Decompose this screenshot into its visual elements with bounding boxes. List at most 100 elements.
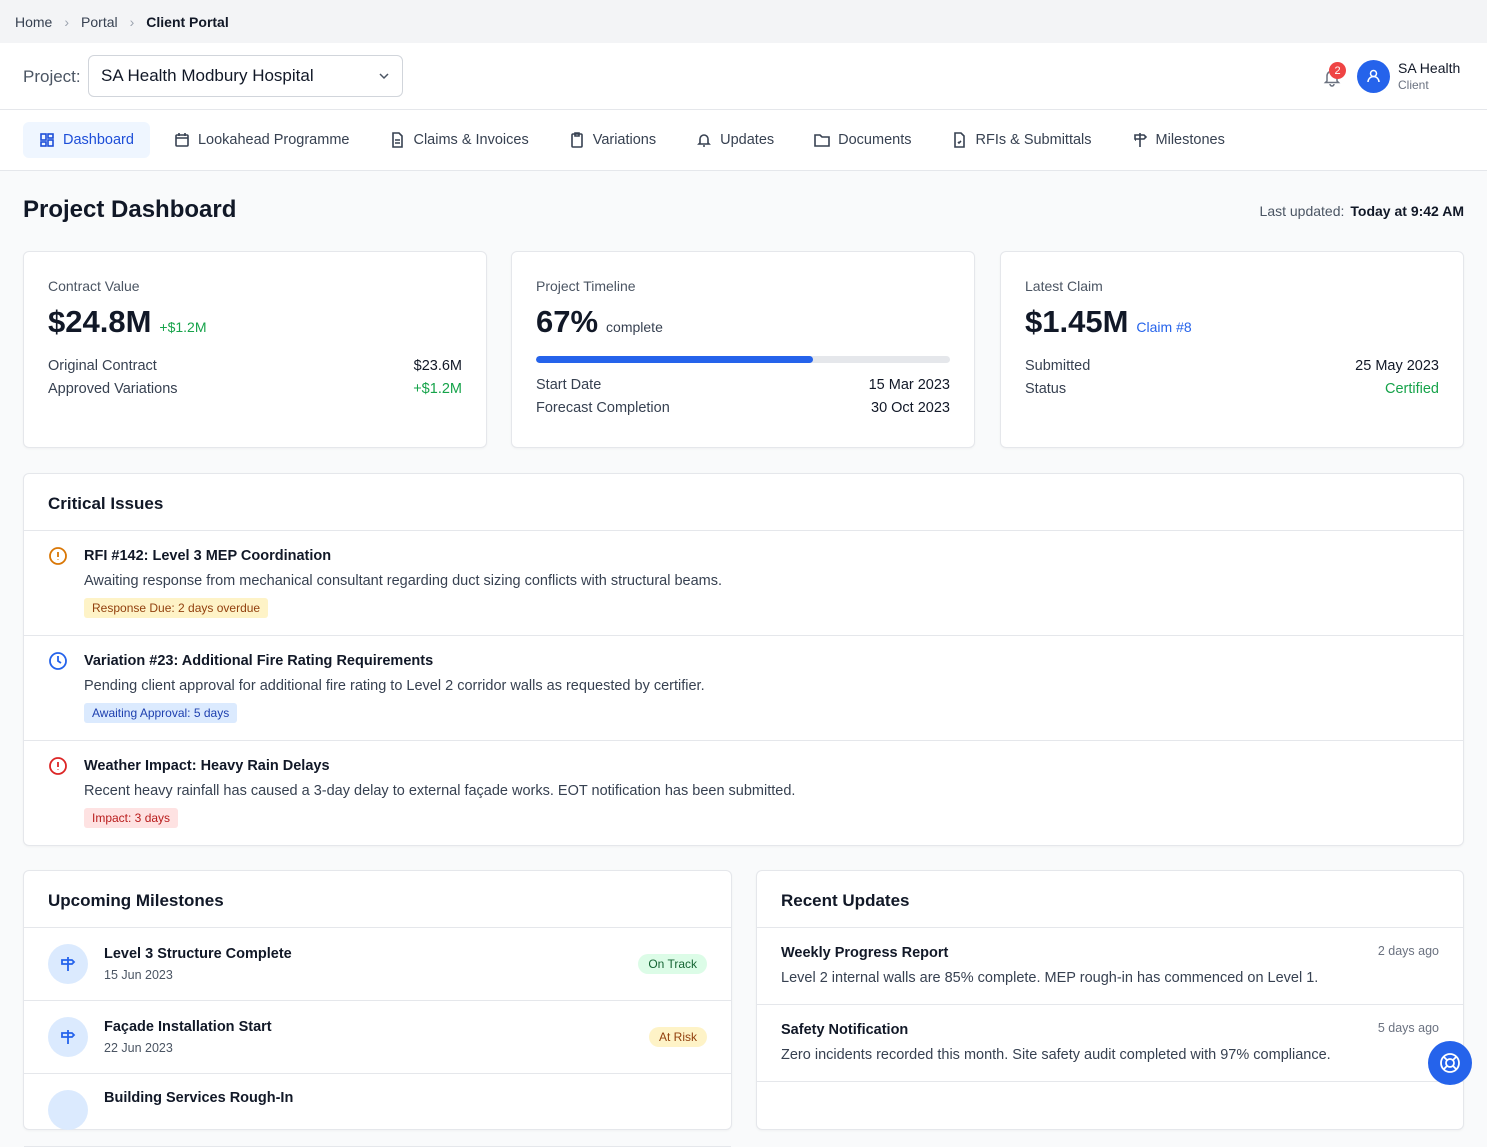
milestone-title: Façade Installation Start xyxy=(104,1019,272,1035)
icon xyxy=(1133,133,1147,147)
user-role: Client xyxy=(1398,78,1429,92)
tab-label: Updates xyxy=(720,132,775,148)
icon xyxy=(40,133,54,147)
issue-title: RFI #142: Level 3 MEP Coordination xyxy=(84,548,332,564)
row-value: 15 Mar 2023 xyxy=(868,377,950,393)
milestone-title: Level 3 Structure Complete xyxy=(104,946,292,962)
kpi-note: +$1.2M xyxy=(159,319,207,335)
icon xyxy=(954,132,966,148)
row-value: 30 Oct 2023 xyxy=(871,400,950,416)
avatar[interactable] xyxy=(1357,60,1390,93)
header: Project: SA Health Modbury Hospital 2 SA… xyxy=(0,43,1487,110)
tab[interactable]: Claims & Invoices xyxy=(373,122,544,158)
icon xyxy=(814,134,830,147)
tab[interactable]: Documents xyxy=(798,122,927,158)
issue-title: Weather Impact: Heavy Rain Delays xyxy=(84,758,330,774)
last-updated: Last updated: Today at 9:42 AM xyxy=(1260,203,1464,219)
issue-title: Variation #23: Additional Fire Rating Re… xyxy=(84,653,434,669)
tab-label: Dashboard xyxy=(63,132,134,148)
update-title: Safety Notification xyxy=(781,1022,909,1038)
icon xyxy=(570,132,583,148)
icon xyxy=(175,133,189,147)
issue-description: Awaiting response from mechanical consul… xyxy=(84,573,723,589)
section-title: Critical Issues xyxy=(24,474,1463,531)
milestone-date: 22 Jun 2023 xyxy=(104,1041,173,1055)
recent-updates: Recent Updates Weekly Progress Report 2 … xyxy=(756,870,1464,1130)
kpi-value: $24.8M xyxy=(48,304,152,339)
milestone-icon xyxy=(48,1090,88,1130)
crumb[interactable]: Portal xyxy=(81,13,118,30)
update[interactable]: Safety Notification 5 days ago Zero inci… xyxy=(757,1005,1463,1082)
row-value: Certified xyxy=(1385,381,1439,397)
warning-icon xyxy=(49,547,67,565)
kpi-card: Contract Value $24.8M +$1.2M Original Con… xyxy=(23,251,487,448)
progress-fill xyxy=(536,356,814,363)
kpi-note: complete xyxy=(606,319,663,335)
issue-description: Pending client approval for additional f… xyxy=(84,678,705,694)
help-icon xyxy=(1440,1053,1460,1073)
progress-track xyxy=(536,356,950,363)
row-label: Status xyxy=(1025,381,1067,397)
issue[interactable]: RFI #142: Level 3 MEP Coordination Await… xyxy=(24,531,1463,636)
row-label: Submitted xyxy=(1025,358,1091,374)
update[interactable]: Weekly Progress Report 2 days ago Level … xyxy=(757,928,1463,1005)
tab[interactable]: RFIs & Submittals xyxy=(935,122,1107,158)
alert-icon xyxy=(49,757,67,775)
status-pill: On Track xyxy=(638,954,707,974)
page-title: Project Dashboard xyxy=(23,196,237,223)
milestone-icon xyxy=(48,944,88,984)
critical-issues: Critical Issues RFI #142: Level 3 MEP Co… xyxy=(23,473,1464,846)
row-value: +$1.2M xyxy=(413,381,462,397)
last-updated-label: Last updated: xyxy=(1259,203,1345,219)
chevron xyxy=(379,73,389,80)
update-description: Zero incidents recorded this month. Site… xyxy=(781,1047,1331,1063)
project-value: SA Health Modbury Hospital xyxy=(101,66,314,85)
milestone-title: Building Services Rough-In xyxy=(104,1090,294,1106)
milestone[interactable]: Level 3 Structure Complete 15 Jun 2023 On… xyxy=(24,928,731,1001)
separator: › xyxy=(64,13,70,30)
user-icon xyxy=(1367,69,1380,83)
tab-label: Documents xyxy=(838,132,912,148)
tab-label: Claims & Invoices xyxy=(413,132,529,148)
tab-label: Variations xyxy=(592,132,657,148)
project-select[interactable]: SA Health Modbury Hospital xyxy=(88,55,403,97)
crumb[interactable]: Home xyxy=(15,13,53,30)
issue-tag: Response Due: 2 days overdue xyxy=(84,598,269,618)
section-title: Recent Updates xyxy=(757,871,1463,928)
tab-label: Milestones xyxy=(1155,132,1225,148)
icon xyxy=(697,134,712,147)
crumb-current: Client Portal xyxy=(146,13,229,30)
tab[interactable]: Lookahead Programme xyxy=(158,122,366,158)
row-label: Forecast Completion xyxy=(536,400,670,416)
issue[interactable]: Weather Impact: Heavy Rain Delays Recent… xyxy=(24,741,1463,846)
notification-badge: 2 xyxy=(1329,62,1346,79)
kpi-card: Latest Claim $1.45M Claim #8 Submitted 25 … xyxy=(1000,251,1464,448)
tab[interactable]: Milestones xyxy=(1116,122,1241,158)
milestone[interactable]: Building Services Rough-In xyxy=(24,1074,731,1147)
row-value: 25 May 2023 xyxy=(1355,358,1439,374)
status-pill: At Risk xyxy=(648,1027,707,1047)
row-value: $23.6M xyxy=(413,358,462,374)
update-title: Weekly Progress Report xyxy=(781,945,949,961)
update-description: Level 2 internal walls are 85% complete.… xyxy=(781,970,1319,986)
signpost xyxy=(61,957,76,971)
milestone[interactable]: Façade Installation Start 22 Jun 2023 At … xyxy=(24,1001,731,1074)
update-time: 2 days ago xyxy=(1377,944,1439,958)
separator: › xyxy=(129,13,135,30)
breadcrumb: Home › Portal › Client Portal xyxy=(0,0,1487,43)
tab[interactable]: Updates xyxy=(680,122,790,158)
tab[interactable]: Variations xyxy=(553,122,672,158)
claim-link[interactable]: Claim #8 xyxy=(1136,319,1192,335)
signpost xyxy=(61,1030,76,1044)
issue[interactable]: Variation #23: Additional Fire Rating Re… xyxy=(24,636,1463,741)
icon xyxy=(392,132,404,148)
row-label: Original Contract xyxy=(48,358,157,374)
user-name: SA Health xyxy=(1398,60,1461,76)
milestones: Upcoming Milestones Level 3 Structure Co… xyxy=(23,870,732,1147)
tab[interactable]: Dashboard xyxy=(23,122,150,158)
tab-label: RFIs & Submittals xyxy=(975,132,1092,148)
help-button[interactable] xyxy=(1428,1041,1472,1085)
issue-description: Recent heavy rainfall has caused a 3-day… xyxy=(84,783,796,799)
issue-tag: Impact: 3 days xyxy=(84,808,179,828)
